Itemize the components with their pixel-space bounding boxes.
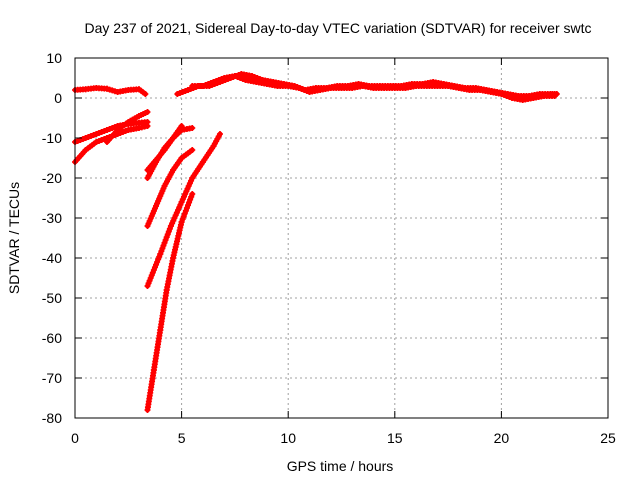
series-track-near-zero-a [72,85,149,97]
plot-frame [74,57,609,419]
y-tick-label: 0 [54,90,62,106]
x-tick-label: 5 [178,430,186,446]
axes: 10 0 -10 -20 -30 -40 -50 -60 -70 -80 0 5 10 15 20 25 [42,50,616,446]
y-tick-label: -50 [42,290,62,306]
y-axis-label: SDTVAR / TECUs [6,182,22,294]
data-point [189,125,196,131]
x-tick-label: 15 [387,430,403,446]
y-tick-label: 10 [46,50,62,66]
y-tick-label: -20 [42,170,62,186]
y-tick-label: -70 [42,370,62,386]
data-series [72,71,560,413]
series-track-steep-5 [144,191,196,413]
data-point [142,91,149,97]
data-point [189,191,196,197]
series-track-steep-3 [144,147,196,229]
y-tick-label: -10 [42,130,62,146]
x-axis-label: GPS time / hours [287,458,394,474]
chart-title: Day 237 of 2021, Sidereal Day-to-day VTE… [84,20,591,36]
data-point [144,123,151,129]
y-tick-label: -60 [42,330,62,346]
data-point [189,147,196,153]
y-tick-label: -80 [42,410,62,426]
series-track-early-rise-1 [72,119,151,145]
x-tick-label: 10 [280,430,296,446]
data-point [216,131,223,137]
series-track-early-rise-3 [103,109,151,145]
series-track-steep-4 [144,131,223,289]
y-tick-label: -30 [42,210,62,226]
series-track-near-zero-c [189,73,558,103]
x-tick-label: 20 [494,430,510,446]
y-tick-label: -40 [42,250,62,266]
grid [75,58,608,418]
data-point [551,93,558,99]
data-point [144,109,151,115]
x-tick-label: 25 [600,430,616,446]
x-tick-label: 0 [71,430,79,446]
series-track-steep-2 [144,125,196,181]
